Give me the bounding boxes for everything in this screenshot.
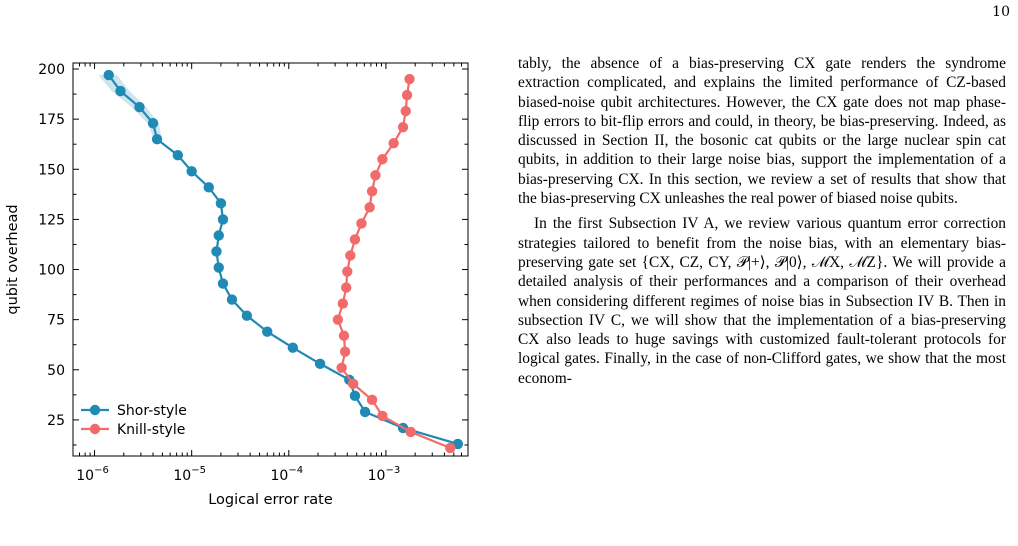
knill-style-point: [377, 410, 388, 422]
x-axis-label: Logical error rate: [208, 492, 333, 508]
y-tick-label: 175: [38, 112, 65, 128]
y-tick-label: 125: [38, 212, 65, 228]
knill-style-point: [445, 442, 456, 454]
knill-style-point: [332, 314, 344, 325]
knill-style-point: [404, 73, 415, 85]
shor-style-legend-marker: [89, 404, 101, 416]
shor-style-point: [115, 85, 126, 97]
x-tick-exponent: −3: [385, 465, 400, 476]
shor-style-point: [241, 310, 253, 321]
shor-style-point: [203, 182, 214, 193]
knill-style-point: [336, 362, 347, 373]
knill-style-point: [397, 121, 409, 133]
page-number: 10: [992, 4, 1010, 20]
knill-style-point: [400, 105, 411, 117]
x-tick-label: 10−5: [173, 465, 206, 484]
knill-style-point: [370, 170, 381, 181]
y-tick-label: 200: [38, 62, 65, 78]
knill-style-point: [347, 378, 359, 390]
shor-style-point: [186, 166, 197, 177]
shor-style-point: [314, 358, 326, 369]
x-tick-exponent: −5: [191, 465, 206, 476]
knill-style-legend-label: Knill-style: [117, 422, 185, 438]
shor-style-point: [215, 198, 227, 209]
knill-style-point: [401, 89, 413, 101]
shor-style-legend-label: Shor-style: [117, 403, 187, 419]
shor-uncertainty-band: [98, 75, 162, 140]
y-axis-label: qubit overhead: [5, 204, 21, 314]
knill-style-point: [342, 266, 353, 277]
x-tick-label: 10−4: [271, 465, 304, 484]
body-paragraph-2: In the first Subsection IV A, we review …: [518, 215, 1006, 387]
shor-style-point: [359, 406, 371, 418]
y-tick-label: 25: [47, 413, 65, 429]
knill-style-point: [366, 186, 378, 197]
shor-style-point: [213, 262, 224, 273]
knill-style-point: [341, 282, 352, 293]
shor-style-point: [103, 69, 114, 81]
shor-style-point: [217, 278, 229, 289]
knill-style-point: [338, 330, 350, 341]
y-tick-label: 100: [38, 263, 65, 279]
shor-style-point: [211, 246, 222, 257]
y-tick-label: 50: [47, 363, 65, 379]
knill-style-point: [364, 202, 375, 213]
knill-style-point: [356, 218, 367, 229]
knill-style-point: [366, 394, 378, 406]
shor-style-point: [213, 230, 224, 241]
knill-style-point: [388, 138, 399, 149]
body-paragraph-1: tably, the absence of a bias-preserving …: [518, 55, 1006, 208]
knill-style-point: [349, 234, 361, 245]
knill-style-point: [377, 154, 388, 165]
shor-style-point: [147, 117, 159, 129]
body-text-column: tably, the absence of a bias-preserving …: [518, 54, 1006, 546]
shor-style-point: [349, 390, 361, 402]
shor-style-point: [134, 101, 145, 113]
knill-style-point: [345, 250, 356, 261]
knill-style-point: [405, 426, 416, 438]
shor-style-point: [172, 150, 184, 161]
shor-style-point: [151, 133, 163, 145]
shor-style-point: [287, 342, 299, 353]
knill-style-point: [339, 346, 351, 357]
knill-style-point: [337, 298, 349, 309]
x-tick-label: 10−3: [368, 465, 401, 484]
x-tick-exponent: −4: [288, 465, 303, 476]
shor-style-point: [226, 294, 238, 305]
error-rate-vs-overhead-chart: 10−6 10−5 10−4 10−3 25 50 75 100 125 150 175 200 Log…: [5, 62, 469, 508]
y-tick-label: 150: [38, 162, 65, 178]
knill-style-legend-marker: [89, 423, 101, 435]
y-tick-label: 75: [47, 313, 65, 329]
x-tick-exponent: −6: [94, 465, 109, 476]
shor-style-point: [262, 326, 273, 337]
shor-style-point: [217, 214, 229, 225]
x-tick-label: 10−6: [76, 465, 109, 484]
plot-frame: [72, 62, 469, 457]
